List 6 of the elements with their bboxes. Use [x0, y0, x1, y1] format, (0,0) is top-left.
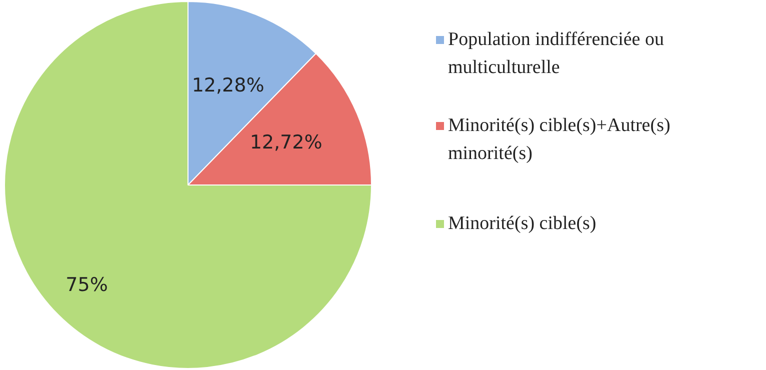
data-label: 12,72%: [250, 132, 322, 154]
legend-label: Minorité(s) cible(s): [448, 212, 596, 236]
legend-label: Population indifférenciée ou multiculturelle: [448, 28, 665, 80]
legend-label: Minorité(s) cible(s)+Autre(s) minorité(s): [448, 114, 672, 166]
data-label: 12,28%: [192, 74, 264, 96]
data-label: 75%: [66, 274, 108, 296]
